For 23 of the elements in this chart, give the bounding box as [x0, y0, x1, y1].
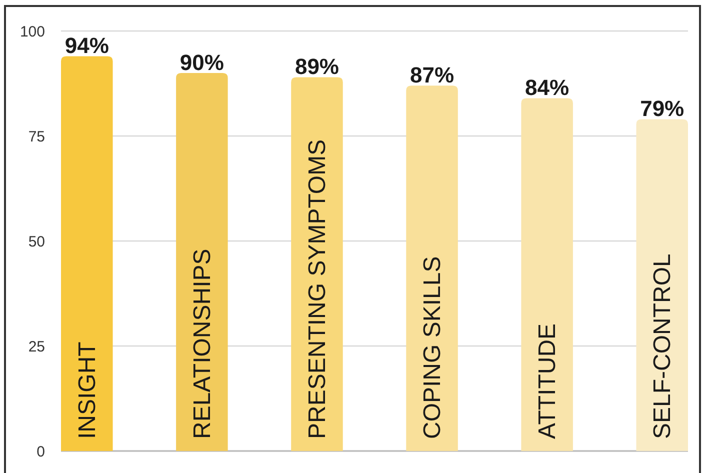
x-tick-label: PRESENTING SYMPTOMS	[304, 139, 331, 439]
bar	[176, 73, 228, 451]
y-tick-label: 100	[20, 23, 45, 40]
x-tick-label: RELATIONSHIPS	[188, 248, 216, 439]
y-tick-label: 0	[36, 443, 45, 460]
x-tick-label: COPING SKILLS	[419, 256, 446, 439]
x-tick-label: SELF-CONTROL	[649, 254, 676, 439]
data-label: 87%	[410, 62, 454, 88]
data-label: 79%	[640, 96, 684, 122]
y-tick-label: 25	[28, 338, 45, 356]
bar	[291, 77, 343, 451]
y-tick-label: 50	[28, 233, 45, 250]
bar	[636, 119, 688, 451]
bar	[61, 56, 113, 451]
bar	[406, 86, 458, 451]
data-label: 90%	[180, 50, 224, 75]
x-tick-label: ATTITUDE	[534, 323, 562, 439]
data-label: 94%	[64, 33, 109, 58]
y-tick-label: 75	[28, 128, 45, 146]
x-tick-label: INSIGHT	[74, 341, 101, 439]
bar	[521, 98, 573, 451]
data-label: 89%	[294, 54, 339, 80]
data-label: 84%	[525, 75, 570, 100]
